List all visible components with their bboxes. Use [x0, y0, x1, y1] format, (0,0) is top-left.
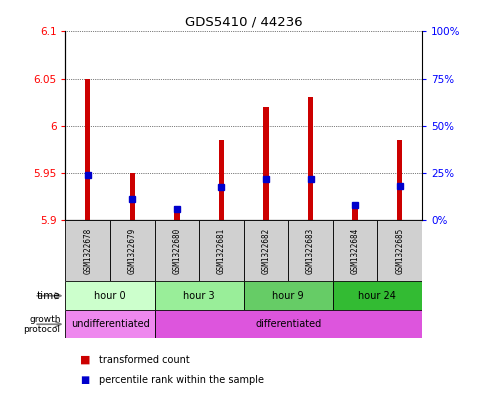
Text: hour 0: hour 0: [94, 291, 125, 301]
Bar: [332, 220, 377, 281]
Bar: [287, 220, 332, 281]
Bar: [154, 281, 243, 310]
Bar: [377, 220, 421, 281]
Bar: [352, 206, 357, 220]
Bar: [199, 220, 243, 281]
Bar: [154, 220, 199, 281]
Bar: [110, 220, 154, 281]
Bar: [65, 310, 154, 338]
Text: hour 3: hour 3: [183, 291, 214, 301]
Bar: [65, 281, 154, 310]
Text: undifferentiated: undifferentiated: [71, 319, 149, 329]
Text: transformed count: transformed count: [99, 354, 190, 365]
Text: hour 24: hour 24: [358, 291, 395, 301]
Bar: [243, 281, 332, 310]
Text: hour 9: hour 9: [272, 291, 303, 301]
Text: ■: ■: [80, 354, 91, 365]
Text: GSM1322684: GSM1322684: [350, 228, 359, 274]
Bar: [307, 97, 313, 220]
Text: time: time: [37, 291, 60, 301]
Text: GSM1322680: GSM1322680: [172, 228, 181, 274]
Bar: [154, 310, 421, 338]
Text: growth
protocol: growth protocol: [24, 314, 60, 334]
Text: GSM1322683: GSM1322683: [305, 228, 315, 274]
Bar: [174, 206, 179, 220]
Text: GSM1322682: GSM1322682: [261, 228, 270, 274]
Bar: [396, 140, 402, 220]
Bar: [85, 79, 90, 220]
Bar: [218, 140, 224, 220]
Text: GSM1322678: GSM1322678: [83, 228, 92, 274]
Bar: [263, 107, 268, 220]
Bar: [332, 281, 421, 310]
Title: GDS5410 / 44236: GDS5410 / 44236: [184, 16, 302, 29]
Text: GSM1322685: GSM1322685: [394, 228, 403, 274]
Text: percentile rank within the sample: percentile rank within the sample: [99, 375, 264, 385]
Bar: [129, 173, 135, 220]
Text: GSM1322681: GSM1322681: [216, 228, 226, 274]
Bar: [65, 220, 110, 281]
Text: GSM1322679: GSM1322679: [128, 228, 136, 274]
Bar: [243, 220, 287, 281]
Text: ■: ■: [80, 375, 89, 385]
Text: differentiated: differentiated: [255, 319, 321, 329]
